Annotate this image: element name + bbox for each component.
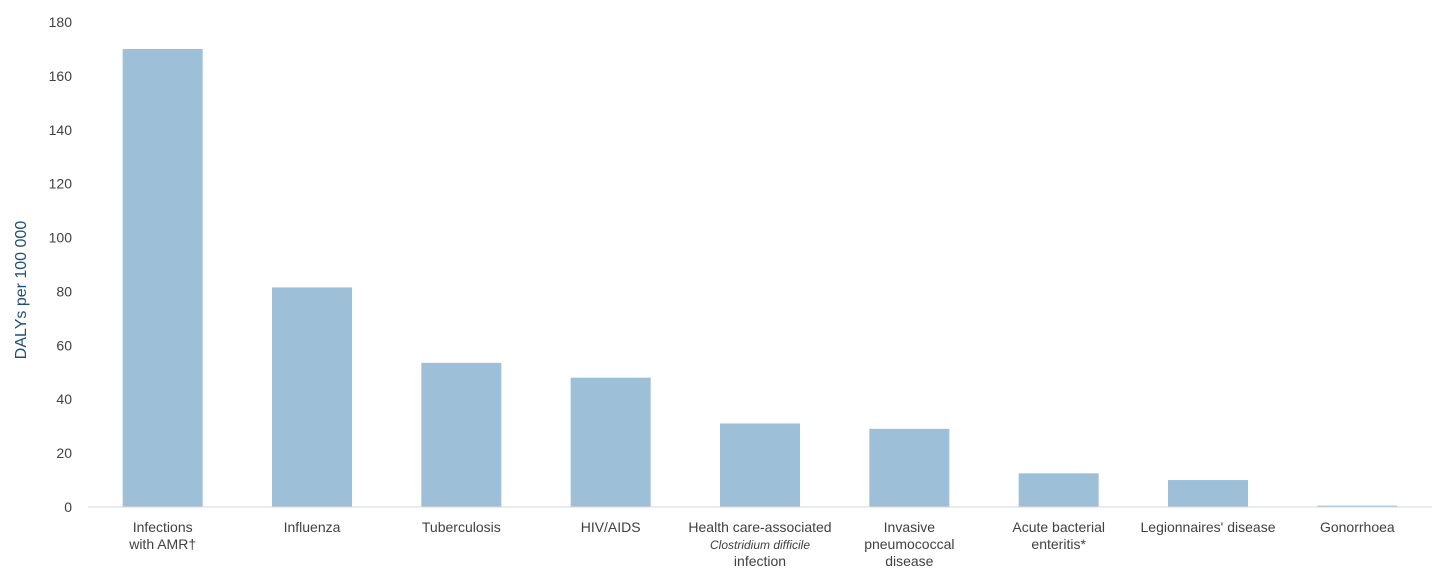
- bar: [1317, 505, 1398, 507]
- x-tick-label: Gonorrhoea: [1320, 519, 1395, 535]
- x-tick-label: with AMR†: [128, 536, 196, 552]
- bar: [1018, 473, 1099, 507]
- bars: [122, 48, 1398, 507]
- y-tick-label: 0: [64, 499, 72, 515]
- x-tick-label: Legionnaires' disease: [1141, 519, 1276, 535]
- y-axis-ticks: 0 20 40 60 80 100 120 140 160 180: [49, 14, 73, 515]
- y-tick-label: 100: [49, 230, 73, 246]
- y-tick-label: 120: [49, 176, 73, 192]
- y-tick-label: 140: [49, 122, 73, 138]
- y-axis-title: DALYs per 100 000: [13, 221, 30, 360]
- x-tick-label: Influenza: [284, 519, 341, 535]
- y-tick-label: 60: [56, 337, 72, 353]
- y-tick-label: 160: [49, 68, 73, 84]
- y-tick-label: 20: [56, 445, 72, 461]
- bar: [1168, 480, 1248, 507]
- bar: [272, 287, 352, 507]
- y-tick-label: 180: [49, 14, 73, 30]
- x-tick-label: HIV/AIDS: [581, 519, 641, 535]
- x-tick-label: disease: [885, 553, 933, 569]
- x-tick-label: Invasive: [884, 519, 936, 535]
- x-tick-label: Tuberculosis: [422, 519, 501, 535]
- bar: [122, 48, 203, 507]
- x-tick-label: infection: [734, 553, 786, 569]
- x-tick-label: enteritis*: [1031, 536, 1086, 552]
- bar: [869, 428, 950, 507]
- bar: [720, 423, 800, 507]
- x-tick-label: Infections: [133, 519, 193, 535]
- bar: [421, 362, 502, 507]
- bar: [570, 377, 651, 507]
- y-tick-label: 80: [56, 283, 72, 299]
- x-tick-label: Acute bacterial: [1012, 519, 1105, 535]
- x-tick-label: Clostridium difficile: [710, 538, 810, 552]
- y-tick-label: 40: [56, 391, 72, 407]
- x-tick-label: Health care-associated: [688, 519, 831, 535]
- x-tick-label: pneumococcal: [864, 536, 954, 552]
